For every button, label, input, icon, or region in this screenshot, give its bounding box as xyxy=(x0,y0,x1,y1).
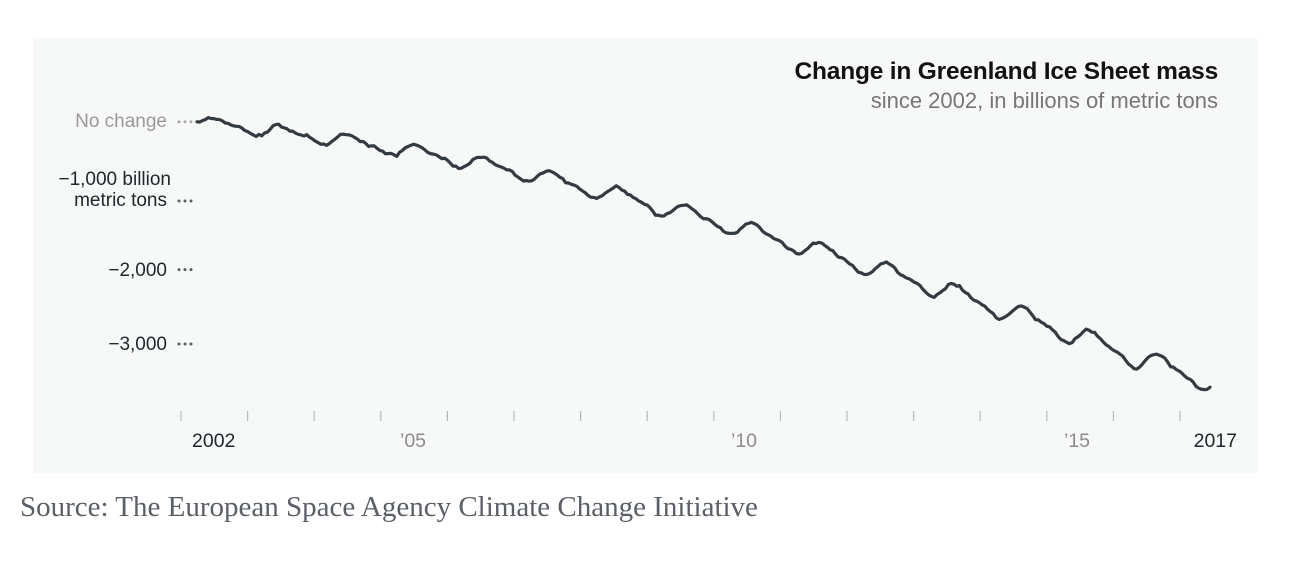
svg-text:2017: 2017 xyxy=(1194,430,1237,452)
svg-text:−1,000 billion: −1,000 billion xyxy=(58,169,171,190)
svg-text:2002: 2002 xyxy=(192,430,235,452)
svg-text:No change: No change xyxy=(75,111,167,132)
svg-text:’10: ’10 xyxy=(731,430,757,452)
svg-text:−3,000: −3,000 xyxy=(108,334,167,355)
svg-text:’15: ’15 xyxy=(1064,430,1090,452)
svg-text:metric tons: metric tons xyxy=(74,190,167,211)
svg-text:’05: ’05 xyxy=(400,430,426,452)
svg-text:−2,000: −2,000 xyxy=(108,260,167,281)
